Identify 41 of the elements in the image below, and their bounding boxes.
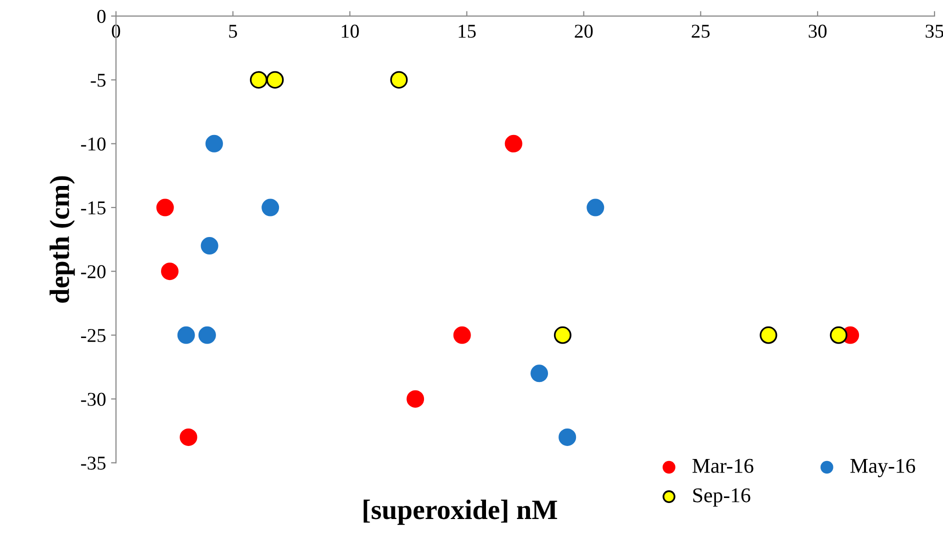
point: [390, 71, 408, 89]
point: [586, 198, 604, 216]
point: [830, 326, 848, 344]
point: [161, 262, 179, 280]
y-tick-label: -20: [81, 265, 106, 278]
y-tick-label: -30: [81, 392, 106, 406]
x-axis-title: [superoxide] nM: [364, 500, 558, 525]
y-tick-label: -25: [81, 329, 106, 342]
point: [558, 428, 576, 446]
y-axis-title: depth (cm): [50, 176, 75, 303]
y-tick-label: -10: [81, 138, 106, 151]
point: [266, 71, 284, 89]
x-tick-label: 0: [112, 24, 120, 38]
y-tick-label: -15: [81, 201, 106, 214]
legend-label: May-16: [850, 458, 916, 478]
point: [504, 134, 522, 152]
point: [406, 390, 424, 408]
point: [198, 326, 216, 344]
point: [760, 326, 778, 344]
point: [180, 428, 198, 446]
point: [200, 237, 218, 255]
x-tick-label: 10: [342, 24, 359, 38]
point: [453, 326, 471, 344]
y-tick-label: -5: [90, 74, 106, 87]
point: [530, 364, 548, 382]
legend-label: Mar-16: [692, 458, 754, 473]
point: [262, 198, 280, 216]
legend-label: Sep-16: [693, 488, 750, 507]
x-tick-label: 20: [574, 24, 593, 38]
point: [177, 326, 195, 344]
x-tick-label: 35: [926, 24, 943, 38]
x-tick-label: 5: [229, 24, 238, 38]
y-tick-label: 0: [97, 10, 106, 23]
point: [250, 71, 268, 89]
point: [156, 198, 174, 216]
point: [554, 326, 572, 344]
x-tick-label: 25: [692, 24, 710, 38]
x-tick-label: 30: [808, 24, 827, 38]
x-tick-label: 15: [458, 24, 476, 38]
y-tick-label: -35: [81, 456, 106, 470]
point: [205, 134, 223, 152]
